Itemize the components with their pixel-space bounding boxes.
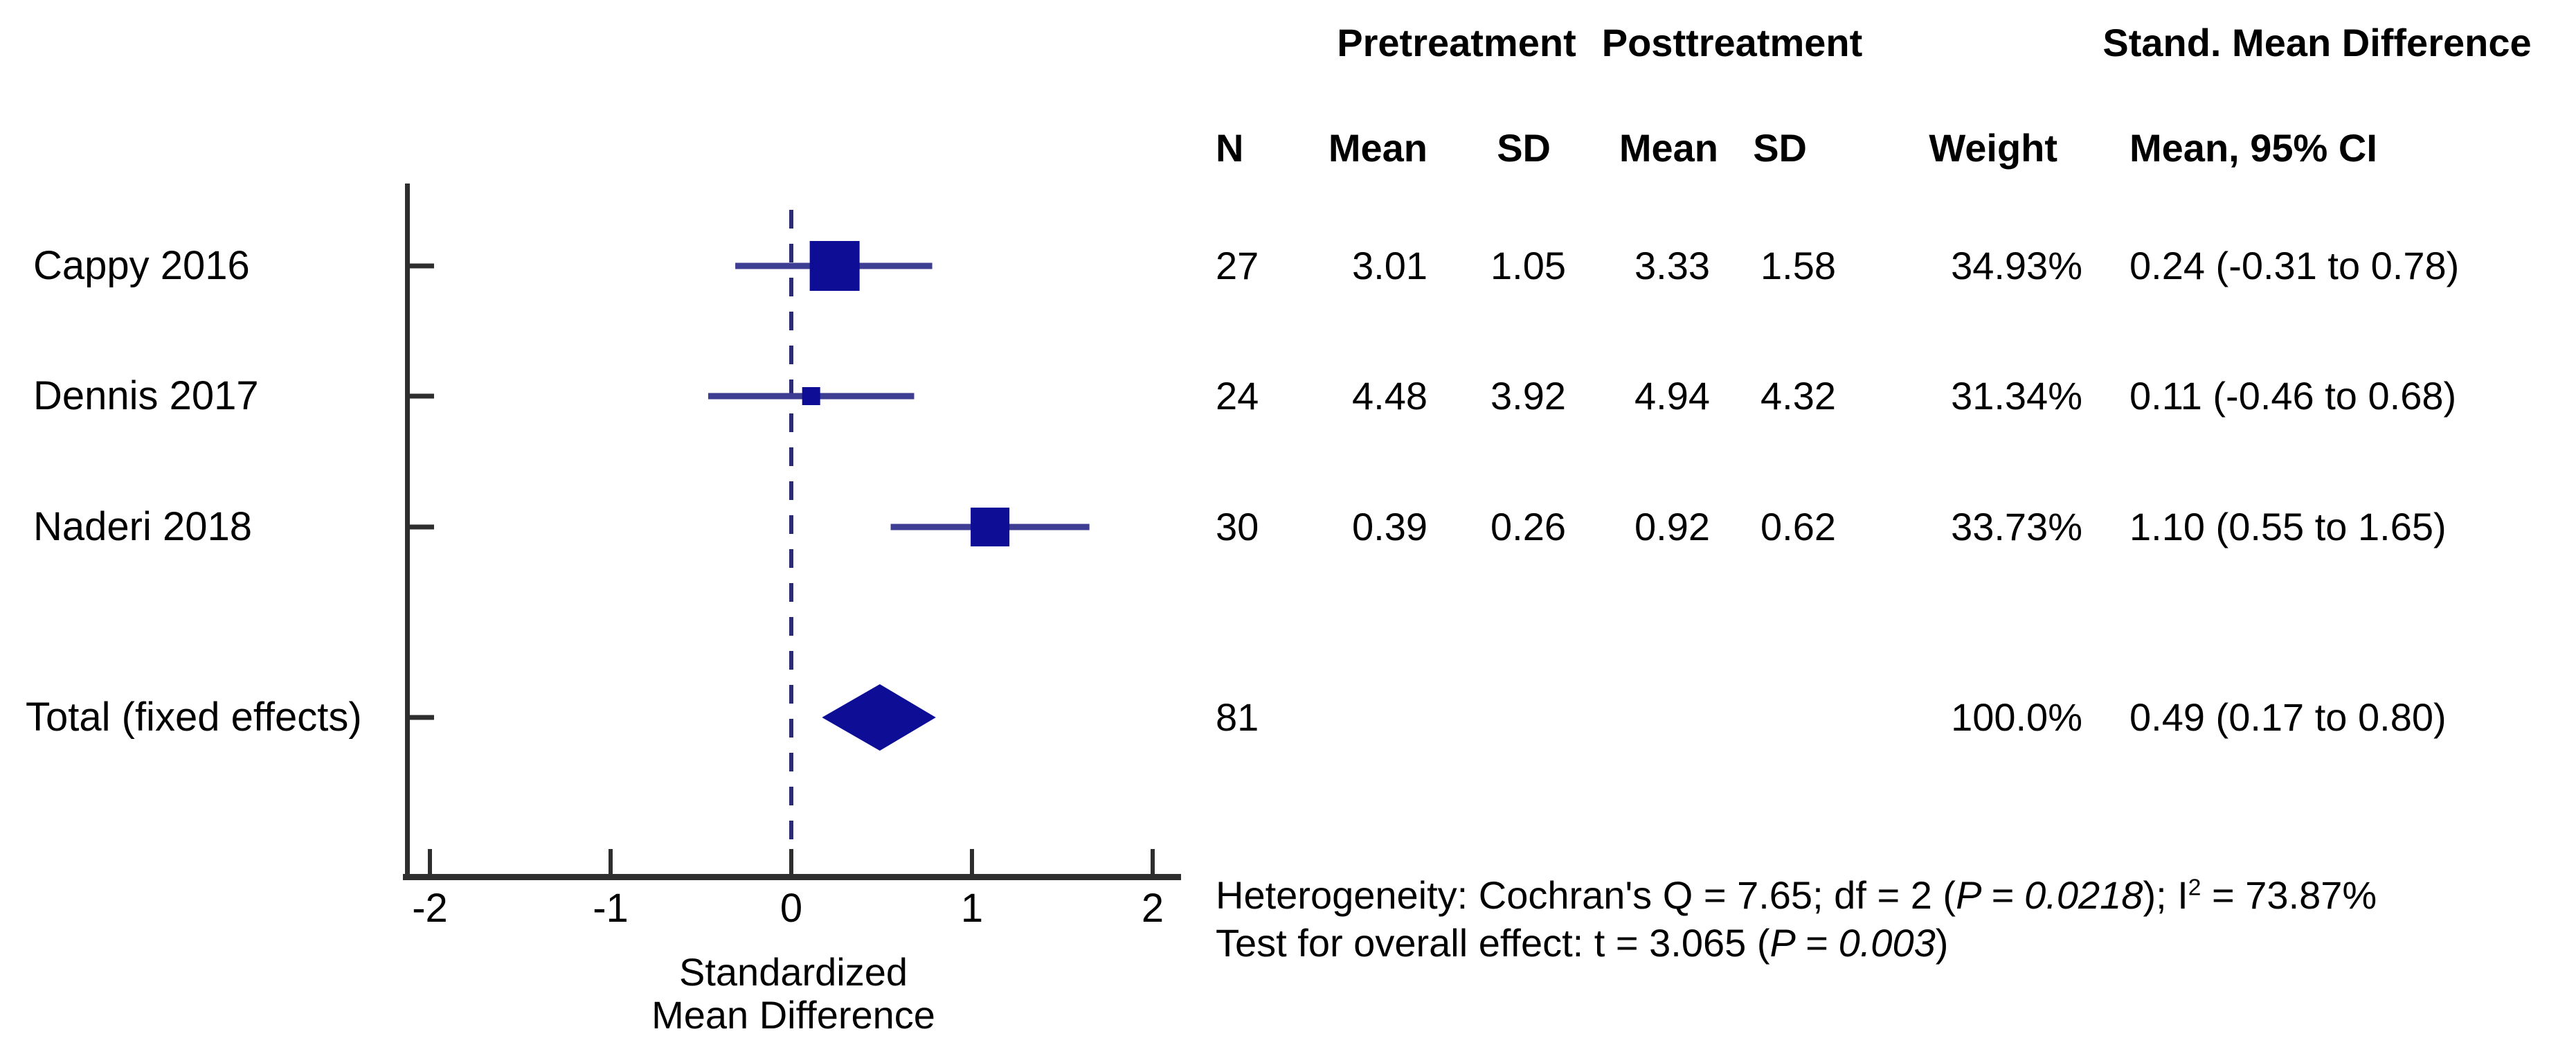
table-cell: 0.62 (1760, 505, 1836, 548)
heterogeneity-stats: Heterogeneity: Cochran's Q = 7.65; df = … (1216, 876, 2377, 915)
table-cell: 1.58 (1760, 244, 1836, 287)
table-cell: 1.05 (1490, 244, 1566, 287)
x-axis-tick (1151, 849, 1155, 874)
x-axis-tick (428, 849, 432, 874)
posttreatment-group-header: Posttreatment (1601, 21, 1863, 64)
pooled-effect-diamond (822, 684, 936, 751)
pretreatment-group-header: Pretreatment (1337, 21, 1576, 64)
table-cell: 1.10 (0.55 to 1.65) (2129, 505, 2447, 548)
y-axis-spine (405, 184, 410, 880)
smd-group-header: Stand. Mean Difference (2102, 21, 2532, 64)
column-header: N (1216, 126, 1244, 170)
study-label: Naderi 2018 (33, 504, 252, 549)
table-cell: 0.39 (1352, 505, 1427, 548)
x-axis-tick (789, 849, 793, 874)
x-axis-tick (970, 849, 974, 874)
x-tick-label: -2 (412, 886, 448, 931)
overall-effect-stats: Test for overall effect: t = 3.065 (P = … (1216, 924, 1948, 963)
effect-size-square (971, 508, 1010, 546)
x-tick-label: 2 (1141, 886, 1164, 931)
row-tick (410, 393, 434, 399)
column-header: SD (1497, 126, 1551, 170)
study-label: Cappy 2016 (33, 243, 250, 288)
x-tick-label: 0 (780, 886, 803, 931)
table-cell: 24 (1216, 374, 1259, 418)
table-cell: 33.73% (1951, 505, 2082, 548)
x-axis-line (403, 874, 1181, 880)
table-cell: 30 (1216, 505, 1259, 548)
table-cell: 4.48 (1352, 374, 1427, 418)
heterogeneity-p-value: P = 0.0218 (1956, 873, 2143, 917)
row-tick (410, 524, 434, 530)
table-cell: 4.32 (1760, 374, 1836, 418)
overall-close-paren: ) (1935, 921, 1949, 965)
x-tick-label: -1 (593, 886, 629, 931)
i-squared-value: = 73.87% (2201, 873, 2377, 917)
heterogeneity-text: Heterogeneity: Cochran's Q = 7.65; df = … (1216, 873, 1956, 917)
row-tick (410, 263, 434, 269)
study-label: Dennis 2017 (33, 373, 259, 418)
total-table-cell: 100.0% (1951, 695, 2082, 739)
column-header: Mean (1619, 126, 1718, 170)
x-axis-tick (609, 849, 613, 874)
table-cell: 3.33 (1634, 244, 1710, 287)
effect-size-square (809, 241, 860, 291)
overall-effect-text: Test for overall effect: t = 3.065 ( (1216, 921, 1770, 965)
heterogeneity-i-label: ); I (2143, 873, 2188, 917)
table-cell: 27 (1216, 244, 1259, 287)
x-tick-label: 1 (960, 886, 984, 931)
table-cell: 4.94 (1634, 374, 1710, 418)
column-header: Mean, 95% CI (2129, 126, 2377, 170)
table-cell: 31.34% (1951, 374, 2082, 418)
table-cell: 3.92 (1490, 374, 1566, 418)
row-tick (410, 715, 434, 720)
table-cell: 0.11 (-0.46 to 0.68) (2129, 374, 2457, 418)
column-header: SD (1753, 126, 1807, 170)
table-cell: 0.92 (1634, 505, 1710, 548)
x-axis-title-line1: Standardized (678, 950, 908, 994)
total-table-cell: 81 (1216, 695, 1259, 739)
effect-size-square (802, 387, 820, 405)
x-axis-title-line2: Mean Difference (651, 993, 935, 1037)
column-header: Mean (1328, 126, 1427, 170)
table-cell: 0.26 (1490, 505, 1566, 548)
table-cell: 0.24 (-0.31 to 0.78) (2129, 244, 2460, 287)
column-header: Weight (1929, 126, 2057, 170)
i-squared-superscript: 2 (2188, 875, 2201, 901)
table-cell: 3.01 (1352, 244, 1427, 287)
total-table-cell: 0.49 (0.17 to 0.80) (2129, 695, 2447, 739)
table-cell: 34.93% (1951, 244, 2082, 287)
overall-p-value: P = 0.003 (1769, 921, 1936, 965)
total-row-label: Total (fixed effects) (26, 695, 362, 740)
